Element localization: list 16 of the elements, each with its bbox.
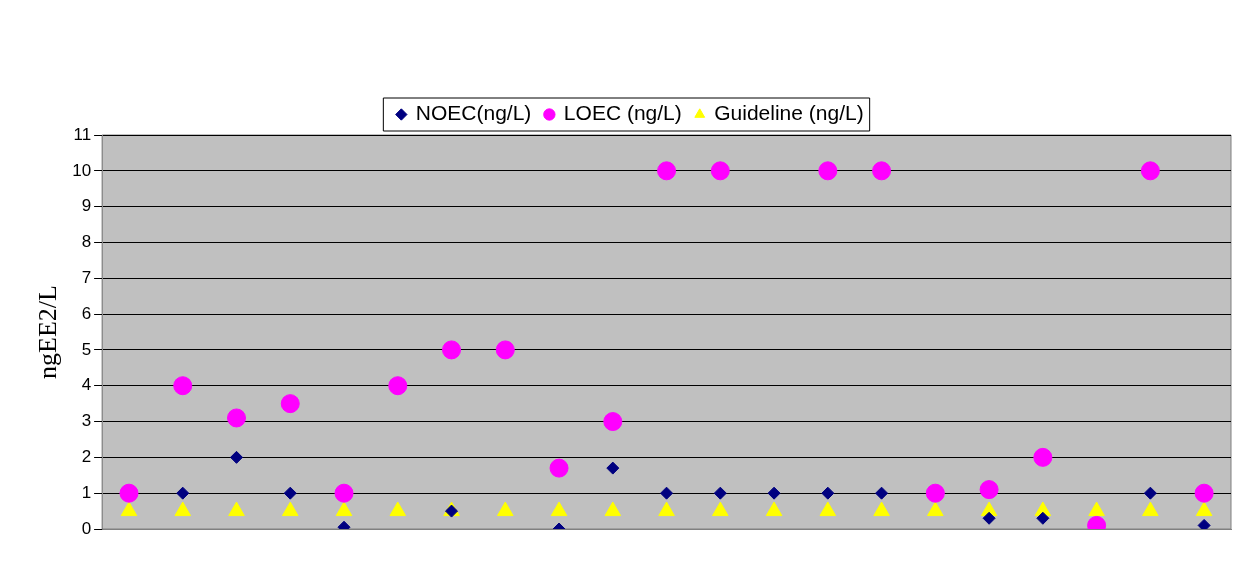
y-tick-label: 5 — [81, 339, 92, 359]
y-tick-label: 0 — [81, 518, 92, 538]
y-tick-label: 7 — [81, 267, 92, 287]
y-tick-label: 8 — [81, 232, 92, 252]
y-tick-label: 9 — [81, 196, 92, 216]
y-tick-label: 11 — [73, 124, 92, 144]
y-tick-label: 2 — [81, 447, 92, 467]
y-tick-label: 10 — [72, 160, 92, 180]
y-tick-label: 1 — [81, 482, 92, 502]
y-tick-label: 4 — [81, 375, 92, 395]
legend-label: NOEC(ng/L) — [415, 101, 532, 125]
legend-label: Guideline (ng/L) — [714, 101, 864, 125]
legend-label: LOEC (ng/L) — [563, 101, 682, 125]
y-axis-title: ngEE2/L — [33, 285, 63, 379]
y-tick-label: 6 — [81, 303, 92, 323]
y-tick-label: 3 — [81, 411, 92, 431]
